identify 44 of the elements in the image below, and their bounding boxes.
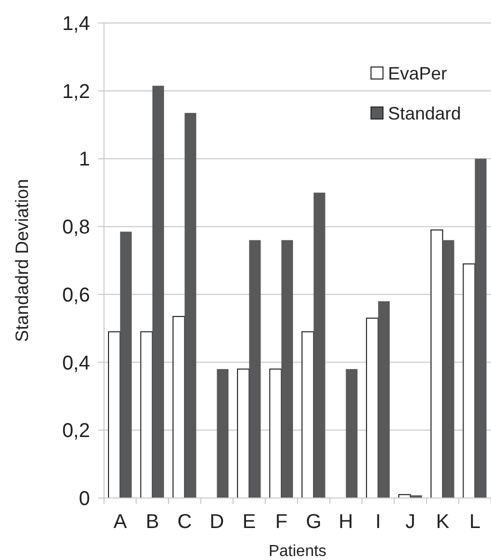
bar xyxy=(302,331,314,498)
bar xyxy=(281,240,293,498)
bar xyxy=(172,316,186,498)
x-tick-label: G xyxy=(306,511,322,533)
y-tick-label: 0,8 xyxy=(62,216,90,239)
legend-label: EvaPer xyxy=(388,63,448,84)
y-tick-label: 1,2 xyxy=(62,80,90,103)
bar xyxy=(474,158,486,498)
y-tick-label: 0,4 xyxy=(62,352,90,374)
y-axis-title: Standadrd Deviation xyxy=(12,178,32,342)
y-tick-label: 1 xyxy=(78,148,90,171)
bar xyxy=(216,369,228,498)
bar xyxy=(237,368,250,498)
legend-label: Standard xyxy=(388,103,462,124)
bar xyxy=(378,301,390,498)
x-tick-label: D xyxy=(210,511,224,533)
x-tick-label: E xyxy=(242,511,256,533)
x-tick-label: A xyxy=(113,511,128,533)
x-tick-label: J xyxy=(405,511,416,533)
y-tick-label: 0,6 xyxy=(62,284,90,306)
x-tick-label: H xyxy=(338,511,354,533)
bar xyxy=(108,331,121,498)
bar xyxy=(442,240,454,498)
x-tick-label: C xyxy=(177,511,192,533)
x-axis-title: Patients xyxy=(268,543,326,560)
bar xyxy=(152,86,164,498)
bar xyxy=(314,192,326,498)
x-tick-label: I xyxy=(375,511,381,533)
bar xyxy=(140,331,153,498)
y-tick-label: 1,4 xyxy=(62,13,90,35)
y-tick-label: 0,2 xyxy=(62,420,90,442)
x-tick-label: B xyxy=(146,511,160,533)
bar xyxy=(184,112,196,498)
bar xyxy=(249,240,261,498)
bar xyxy=(430,229,444,498)
bar xyxy=(346,369,358,498)
bar xyxy=(366,318,379,498)
x-tick-label: F xyxy=(275,511,288,533)
bar xyxy=(269,368,282,498)
x-tick-label: L xyxy=(469,511,480,533)
bar xyxy=(462,263,476,498)
x-tick-label: K xyxy=(436,511,450,533)
y-tick-label: 0 xyxy=(78,488,90,510)
bar xyxy=(120,232,132,498)
